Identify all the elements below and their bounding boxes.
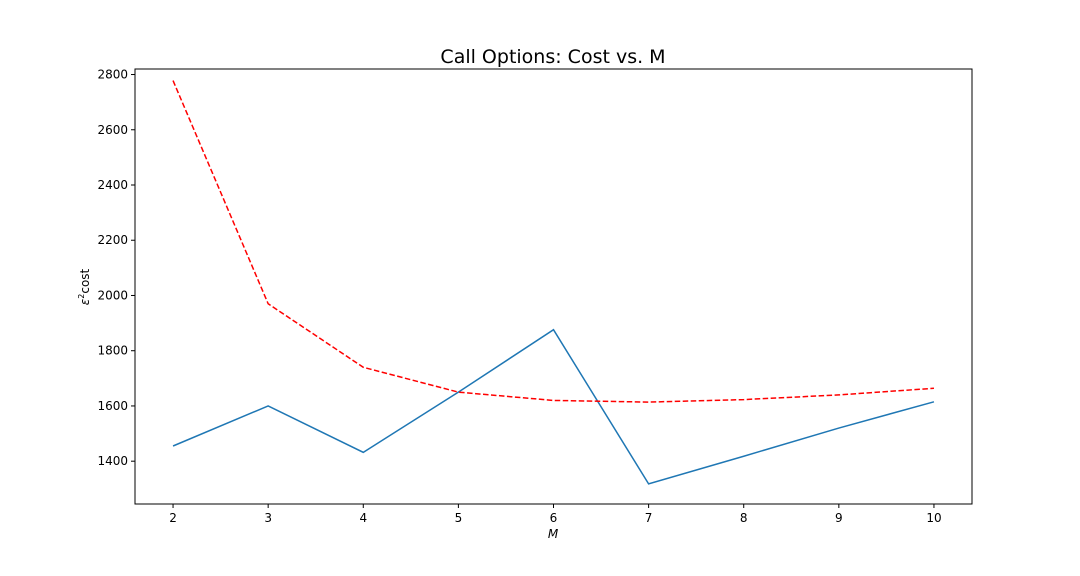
x-axis-label: M (548, 527, 559, 541)
x-tick-label: 4 (359, 511, 367, 525)
x-tick-label: 7 (645, 511, 653, 525)
y-tick-label: 2000 (97, 288, 128, 302)
x-tick-label: 3 (264, 511, 272, 525)
x-tick-label: 2 (169, 511, 177, 525)
y-tick-label: 2200 (97, 233, 128, 247)
x-tick-label: 6 (550, 511, 558, 525)
chart-title: Call Options: Cost vs. M (440, 46, 665, 68)
y-tick-label: 1800 (97, 344, 128, 358)
x-axis: 2 3 4 5 6 7 8 9 10 (169, 504, 942, 525)
y-tick-label: 1400 (97, 454, 128, 468)
plot-area (172, 80, 935, 485)
y-tick-label: 1600 (97, 399, 128, 413)
x-tick-label: 10 (926, 511, 941, 525)
y-tick-label: 2400 (97, 178, 128, 192)
plot-frame (134, 68, 973, 505)
y-axis: 1400 1600 1800 2000 2200 2400 2600 2800 (97, 68, 135, 468)
y-axis-label-text: cost (78, 268, 92, 293)
y-axis-label-sup: 2 (77, 294, 86, 299)
x-tick-label: 9 (835, 511, 843, 525)
y-tick-label: 2800 (97, 68, 128, 82)
x-tick-label: 5 (455, 511, 463, 525)
y-axis-label-symbol: ε (78, 298, 92, 305)
y-axis-label: ε2cost (77, 268, 92, 305)
y-tick-label: 2600 (97, 123, 128, 137)
series-line-2 (172, 80, 935, 403)
x-tick-label: 8 (740, 511, 748, 525)
series-line-1 (172, 328, 935, 485)
